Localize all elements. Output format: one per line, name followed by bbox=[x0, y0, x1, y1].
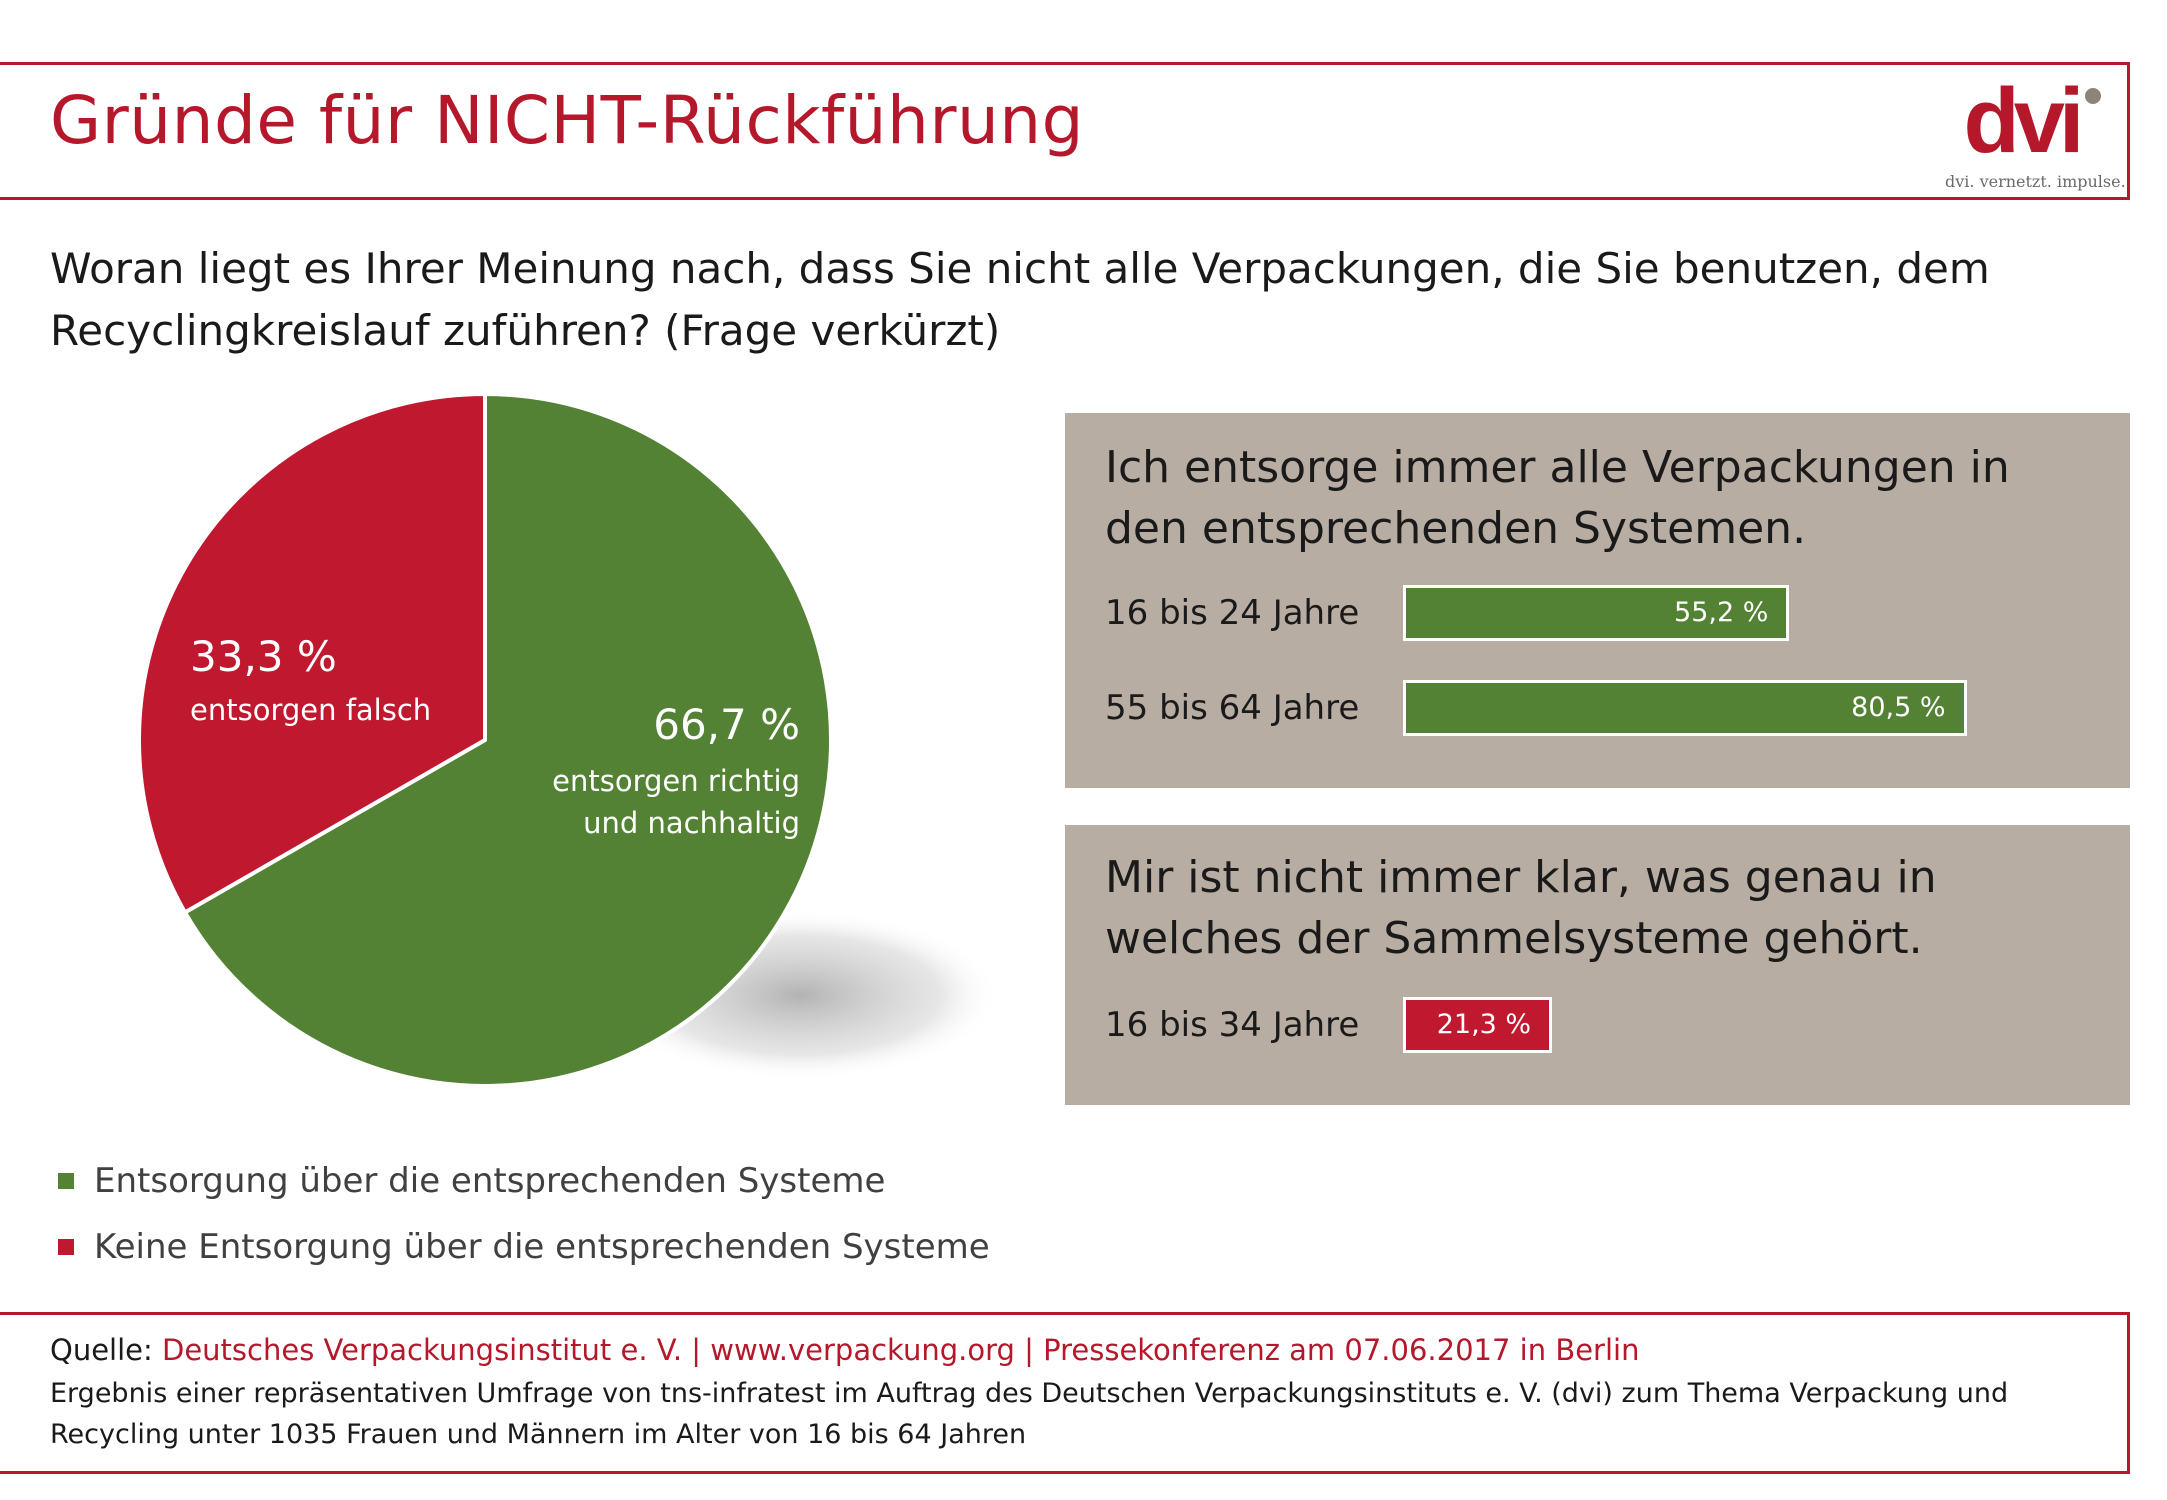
bar-value-label: 80,5 % bbox=[1851, 692, 1946, 723]
header-frame bbox=[0, 62, 2130, 200]
bar-16-24: 55,2 % bbox=[1403, 585, 1790, 641]
bar-label: 16 bis 34 Jahre bbox=[1105, 1005, 1360, 1045]
source-link[interactable]: Deutsches Verpackungsinstitut e. V. | ww… bbox=[162, 1333, 1640, 1367]
bar-value-label: 55,2 % bbox=[1674, 597, 1769, 628]
bar-16-34: 21,3 % bbox=[1403, 997, 1553, 1053]
pie-label-red-value: 33,3 % bbox=[190, 632, 337, 681]
bar-label: 55 bis 64 Jahre bbox=[1105, 688, 1360, 728]
bar-track: 55,2 % bbox=[1403, 585, 2103, 641]
panel-unclear-sorting: Mir ist nicht immer klar, was genau in w… bbox=[1065, 825, 2130, 1105]
pie-slices bbox=[137, 395, 833, 1088]
legend-swatch-green bbox=[58, 1173, 74, 1189]
bar-label: 16 bis 24 Jahre bbox=[1105, 593, 1360, 633]
logo-tagline: dvi. vernetzt. impulse. bbox=[1945, 172, 2126, 191]
legend-item-red: Keine Entsorgung über die entsprechenden… bbox=[58, 1214, 990, 1280]
page-title: Gründe für NICHT-Rückführung bbox=[50, 82, 1085, 159]
panel-always-dispose: Ich entsorge immer alle Verpackungen in … bbox=[1065, 413, 2130, 788]
source-prefix: Quelle: bbox=[50, 1333, 162, 1367]
bar-55-64: 80,5 % bbox=[1403, 680, 1967, 736]
dvi-logo: dvi bbox=[1964, 74, 2101, 172]
legend-swatch-red bbox=[58, 1239, 74, 1255]
legend-label-green: Entsorgung über die entsprechenden Syste… bbox=[94, 1161, 886, 1201]
source-line: Quelle: Deutsches Verpackungsinstitut e.… bbox=[50, 1333, 1639, 1367]
pie-label-green-value: 66,7 % bbox=[653, 700, 800, 749]
logo-mark: dvi bbox=[1964, 74, 2079, 172]
survey-note: Ergebnis einer repräsentativen Umfrage v… bbox=[50, 1378, 2009, 1450]
bar-track: 80,5 % bbox=[1403, 680, 2103, 736]
pie-chart bbox=[137, 395, 1000, 1088]
bar-track: 21,3 % bbox=[1403, 997, 2103, 1053]
pie-legend: Entsorgung über die entsprechenden Syste… bbox=[58, 1148, 990, 1280]
legend-label-red: Keine Entsorgung über die entsprechenden… bbox=[94, 1227, 990, 1267]
pie-label-green-text: entsorgen richtig und nachhaltig bbox=[552, 764, 800, 840]
pie-label-red-text: entsorgen falsch bbox=[190, 693, 432, 727]
footer-frame bbox=[0, 1312, 2130, 1474]
logo-dot bbox=[2085, 88, 2101, 104]
legend-item-green: Entsorgung über die entsprechenden Syste… bbox=[58, 1148, 990, 1214]
survey-question: Woran liegt es Ihrer Meinung nach, dass … bbox=[50, 244, 1990, 355]
panel-2-title: Mir ist nicht immer klar, was genau in w… bbox=[1105, 852, 1937, 964]
bar-value-label: 21,3 % bbox=[1436, 1009, 1532, 1040]
pie-slice-red bbox=[137, 395, 487, 916]
panel-1-title: Ich entsorge immer alle Verpackungen in … bbox=[1105, 442, 2010, 554]
pie-slice-green bbox=[182, 395, 833, 1088]
